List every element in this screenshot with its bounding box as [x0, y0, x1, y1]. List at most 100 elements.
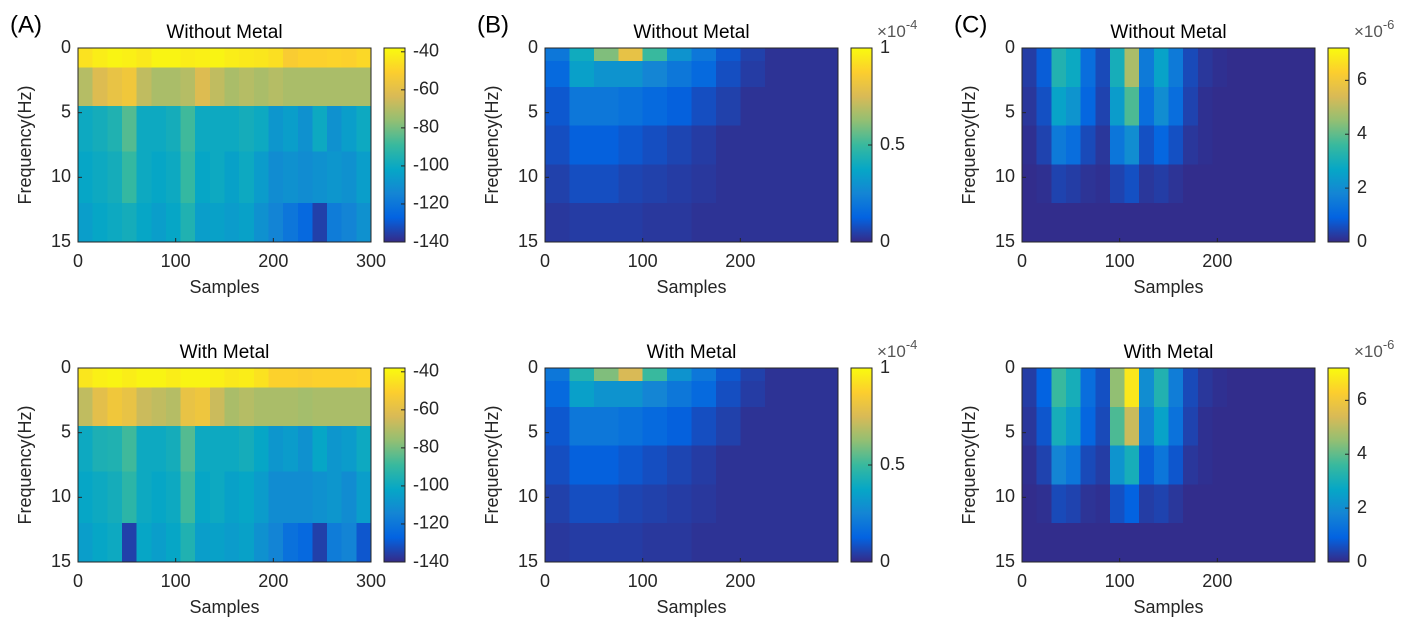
heatmap-cell: [715, 484, 741, 524]
colorbar-exponent: ×10-6: [1354, 337, 1394, 361]
heatmap-cell: [1285, 125, 1301, 165]
heatmap-cell: [764, 523, 790, 563]
heatmap-cell: [78, 426, 94, 473]
heatmap-cell: [1051, 164, 1067, 204]
heatmap-cell: [1036, 445, 1052, 485]
heatmap-cell: [715, 48, 741, 62]
y-tick-label: 15: [51, 231, 71, 251]
plot-title: With Metal: [647, 342, 737, 363]
heatmap-cell: [268, 368, 284, 388]
heatmap-cell: [667, 445, 693, 485]
heatmap-cell: [1124, 164, 1140, 204]
heatmap-cell: [1212, 523, 1228, 563]
heatmap-cell: [1197, 484, 1214, 524]
heatmap-cell: [268, 426, 284, 473]
heatmap-cell: [1227, 164, 1243, 204]
heatmap-cell: [642, 484, 668, 524]
heatmap-cell: [1197, 125, 1214, 165]
y-tick-label: 5: [1005, 421, 1015, 441]
heatmap-cell: [642, 86, 668, 127]
colorbar-tick-label: 0: [1357, 231, 1367, 251]
heatmap-cell: [1022, 164, 1038, 204]
heatmap-cell: [618, 86, 644, 127]
axes-box: [77, 367, 372, 563]
heatmap-cell: [1271, 125, 1287, 165]
heatmap-cell: [136, 106, 152, 153]
heatmap-cell: [239, 387, 255, 427]
heatmap-cell: [180, 67, 196, 107]
heatmap-cell: [121, 48, 138, 68]
heatmap-cell: [253, 368, 270, 388]
heatmap-cell: [195, 387, 211, 427]
heatmap-cell: [224, 48, 240, 68]
y-tick-label: 5: [528, 421, 538, 441]
exponent-power: -4: [906, 337, 918, 352]
x-tick-label: 0: [73, 571, 83, 591]
axes-box: [544, 47, 839, 243]
heatmap-cell: [1183, 523, 1199, 563]
colorbar-tick-label: 0: [880, 551, 890, 571]
heatmap-cell: [813, 86, 839, 127]
colorbar-tick-label: -120: [413, 193, 449, 213]
y-tick-label: 10: [51, 486, 71, 506]
heatmap-cell: [1080, 203, 1096, 243]
heatmap-cell: [341, 387, 357, 427]
heatmap-cell: [1285, 484, 1301, 524]
y-tick-label: 0: [61, 37, 71, 57]
heatmap-cell: [1109, 406, 1126, 447]
heatmap-cell: [740, 406, 766, 447]
heatmap-cell: [1197, 48, 1214, 88]
heatmap-cell: [593, 125, 619, 165]
heatmap-cell: [667, 125, 693, 165]
heatmap-cell: [1065, 203, 1082, 243]
x-tick-label: 100: [1105, 571, 1135, 591]
y-tick-label: 10: [51, 166, 71, 186]
heatmap-cell: [691, 125, 717, 165]
heatmap-cell: [691, 484, 717, 524]
heatmap-cell: [715, 445, 741, 485]
x-axis-label: Samples: [189, 277, 259, 297]
heatmap-cell: [1271, 445, 1287, 485]
colorbar-tick-label: -80: [413, 437, 439, 457]
heatmap-cell: [209, 106, 226, 153]
heatmap-cell: [1212, 48, 1228, 88]
panel-label: (C): [954, 11, 987, 38]
heatmap-cell: [1300, 523, 1316, 563]
heatmap-cell: [1271, 406, 1287, 447]
heatmap-cell: [268, 523, 284, 563]
plot-title: Without Metal: [633, 22, 749, 43]
y-tick-label: 5: [528, 101, 538, 121]
heatmap-cell: [1256, 164, 1272, 204]
heatmap-cell: [1256, 523, 1272, 563]
heatmap-cell: [1109, 86, 1126, 127]
heatmap-cell: [180, 368, 196, 388]
colorbar-tick-label: 4: [1357, 123, 1367, 143]
heatmap-cell: [239, 106, 255, 153]
plot-title: Without Metal: [1110, 22, 1226, 43]
heatmap-cell: [92, 203, 108, 243]
heatmap-cell: [1109, 368, 1126, 408]
heatmap-cell: [1051, 445, 1067, 485]
heatmap-cell: [1139, 368, 1155, 408]
heatmap-cell: [121, 523, 138, 563]
heatmap-cell: [327, 426, 343, 473]
heatmap-cell: [1153, 164, 1170, 204]
heatmap-cell: [569, 48, 595, 62]
heatmap-cell: [136, 203, 152, 243]
heatmap-cell: [1227, 125, 1243, 165]
heatmap-cell: [1271, 164, 1287, 204]
heatmap-cell: [151, 471, 167, 524]
heatmap-cell: [813, 380, 839, 408]
x-tick-label: 0: [540, 571, 550, 591]
heatmap-cell: [78, 67, 94, 107]
heatmap-cell: [356, 471, 372, 524]
heatmap-cell: [545, 523, 571, 563]
heatmap-cell: [1022, 86, 1038, 127]
heatmap-cell: [1095, 406, 1111, 447]
heatmap-cell: [1241, 203, 1257, 243]
heatmap-cell: [283, 151, 299, 204]
heatmap-cell: [1256, 86, 1272, 127]
plot-title: Without Metal: [166, 22, 282, 43]
heatmap-cell: [151, 203, 167, 243]
heatmap-cell: [268, 203, 284, 243]
